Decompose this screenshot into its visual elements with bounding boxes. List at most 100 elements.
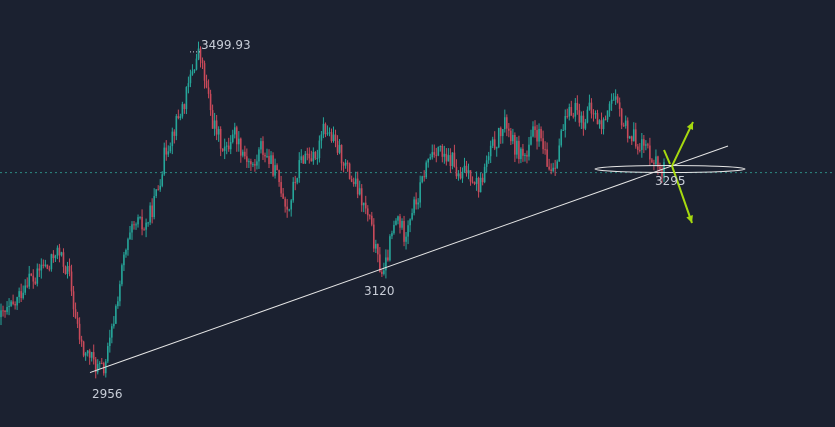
- candle-body: [32, 275, 35, 282]
- candle-body: [324, 123, 327, 134]
- candle: [161, 171, 164, 188]
- candle: [590, 98, 593, 119]
- candle: [427, 158, 430, 168]
- candle-body: [608, 103, 611, 111]
- candle: [260, 137, 262, 154]
- candle: [598, 119, 601, 129]
- candle-body: [622, 125, 625, 127]
- candle: [326, 125, 329, 136]
- candle-body: [40, 264, 43, 271]
- candle: [119, 280, 121, 307]
- candle: [195, 53, 198, 71]
- candle-body: [137, 217, 139, 225]
- candle: [622, 122, 625, 127]
- candle: [366, 205, 369, 222]
- candle-body: [149, 205, 151, 223]
- candle: [94, 356, 97, 379]
- candle-body: [266, 155, 268, 157]
- candle: [201, 57, 204, 69]
- candle-body: [189, 74, 192, 84]
- candle: [284, 196, 286, 213]
- candle: [649, 137, 651, 166]
- trendline-layer: [89, 145, 729, 374]
- candle-body: [350, 178, 353, 182]
- candle: [60, 251, 63, 257]
- candle: [497, 127, 500, 149]
- arrows-layer: [663, 121, 694, 224]
- candle-body: [645, 144, 647, 146]
- candle-body: [548, 166, 550, 170]
- candle-body: [264, 154, 266, 157]
- candle: [586, 106, 589, 124]
- candle-body: [179, 116, 182, 118]
- candle-body: [554, 167, 556, 169]
- candle: [181, 101, 184, 119]
- bearish-arrow: [671, 165, 693, 224]
- candle: [600, 112, 603, 135]
- candle: [395, 218, 397, 226]
- candle-body: [560, 130, 563, 146]
- candle: [423, 170, 425, 182]
- candle-body: [457, 173, 460, 177]
- candle-body: [276, 165, 278, 171]
- candle-body: [262, 141, 264, 155]
- candle: [415, 192, 417, 210]
- candle-body: [270, 155, 272, 164]
- candle: [564, 109, 567, 138]
- candle: [300, 149, 303, 164]
- candle: [469, 170, 472, 186]
- candle-body: [332, 134, 335, 141]
- candle: [129, 225, 131, 240]
- candle-body: [516, 140, 518, 155]
- candle-body: [290, 200, 292, 210]
- candle: [536, 124, 538, 150]
- candle-body: [602, 119, 605, 130]
- candle-body: [423, 176, 425, 178]
- candle: [373, 218, 375, 253]
- candle: [572, 112, 575, 119]
- candle-body: [0, 310, 2, 318]
- candle: [360, 184, 363, 212]
- candle-body: [338, 144, 341, 153]
- candle-body: [151, 205, 153, 218]
- candle-body: [221, 148, 224, 151]
- candle-body: [143, 229, 145, 231]
- candle-body: [348, 163, 351, 179]
- candle-body: [465, 165, 468, 174]
- candle-body: [260, 141, 262, 150]
- candle-body: [334, 134, 337, 141]
- candle-body: [588, 102, 591, 110]
- candle: [163, 142, 166, 176]
- candle-body: [2, 310, 4, 312]
- candle: [419, 175, 421, 208]
- candle: [78, 317, 81, 345]
- candle: [516, 136, 518, 159]
- candle-body: [647, 144, 649, 146]
- candle: [30, 273, 33, 277]
- candle-body: [512, 134, 514, 142]
- candle-body: [8, 305, 10, 307]
- candle: [86, 350, 89, 357]
- candle-body: [155, 189, 157, 197]
- candle-body: [580, 115, 583, 123]
- candle: [312, 147, 315, 165]
- candle-body: [282, 193, 284, 199]
- candle-body: [117, 301, 119, 307]
- candle-body: [74, 309, 77, 318]
- candle-body: [62, 252, 65, 267]
- candle-body: [469, 170, 472, 182]
- candle: [506, 114, 508, 137]
- candle: [223, 138, 226, 160]
- candle: [187, 76, 190, 94]
- candle: [322, 117, 325, 139]
- candle-body: [304, 153, 307, 164]
- candle: [127, 237, 129, 256]
- candle-body: [64, 266, 67, 274]
- candle-body: [479, 177, 482, 193]
- candle: [121, 263, 123, 287]
- candle-body: [473, 182, 476, 184]
- candle-body: [115, 306, 117, 324]
- bearish-arrow-head: [686, 215, 693, 223]
- candle-body: [250, 161, 252, 165]
